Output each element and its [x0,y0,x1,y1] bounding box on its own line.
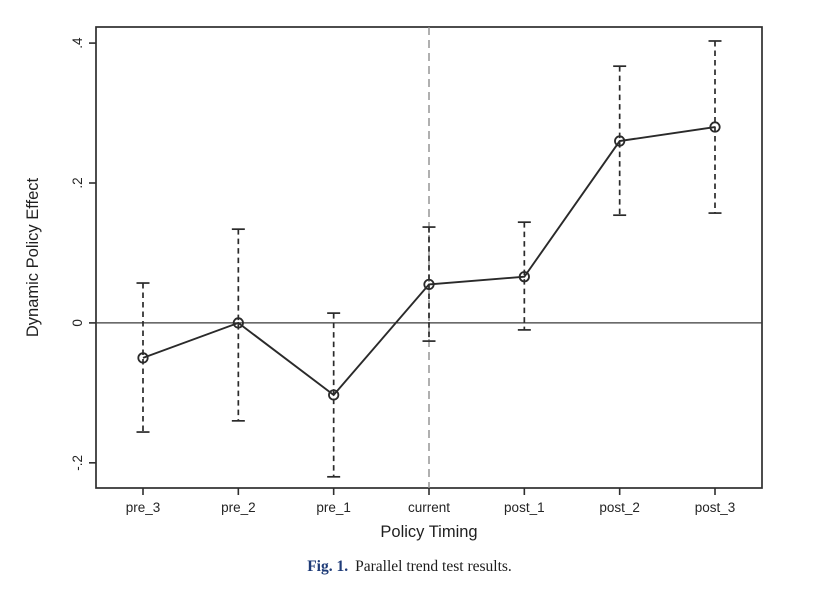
data-point [709,121,721,133]
x-tick-label: post_3 [695,500,736,515]
figure-caption-text: Parallel trend test results. [355,558,512,575]
x-tick-label: current [408,500,450,515]
y-tick-label: .2 [70,177,85,188]
x-axis-label: Policy Timing [380,523,477,541]
figure-caption: Fig. 1. Parallel trend test results. [0,558,819,577]
data-point [423,278,435,291]
y-tick-label: -.2 [70,455,85,471]
x-tick-label: pre_2 [221,500,256,515]
x-tick-label: post_1 [504,500,545,515]
y-tick-label: 0 [70,319,85,327]
data-point [518,271,530,283]
x-tick-label: pre_1 [316,500,351,515]
y-axis-label: Dynamic Policy Effect [24,177,42,337]
data-point [137,352,149,364]
data-point [614,135,626,147]
x-tick-label: post_2 [599,500,640,515]
x-tick-label: pre_3 [126,500,161,515]
trend-line [142,126,716,397]
figure-caption-label: Fig. 1. [307,558,349,575]
data-point [232,317,244,329]
data-point [328,389,340,401]
parallel-trend-chart: .4 .2 0 -.2 pre_3 pre_2 pre_1 current post_1 post… [24,26,763,541]
y-tick-label: .4 [70,37,85,49]
